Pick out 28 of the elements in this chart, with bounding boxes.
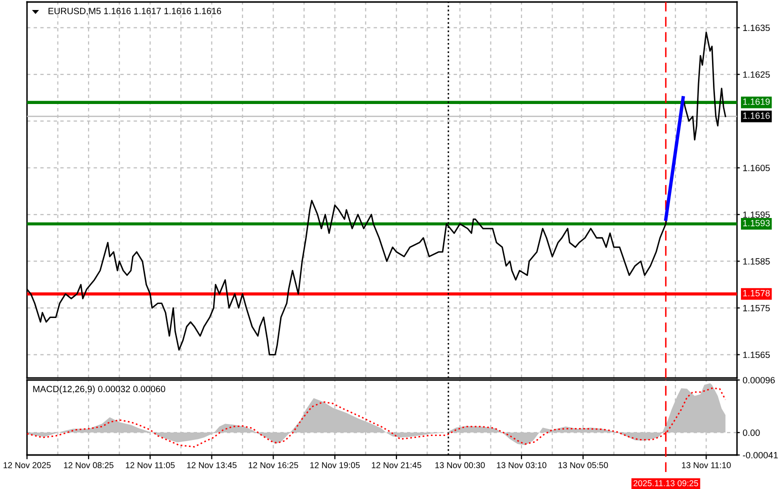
y-tick-label: 0.00 — [742, 430, 760, 436]
x-tick-label: 13 Nov 11:10 — [682, 462, 731, 468]
x-tick-label: 13 Nov 03:10 — [496, 462, 546, 468]
x-tick-label: 12 Nov 13:45 — [187, 462, 237, 468]
x-tick-label: 12 Nov 08:25 — [64, 462, 114, 468]
y-tick-label: 1.1575 — [743, 305, 770, 312]
x-tick-label: 13 Nov 05:50 — [558, 462, 608, 468]
x-tick-label: 12 Nov 2025 — [4, 462, 51, 468]
x-tick-label: 12 Nov 21:45 — [372, 462, 422, 468]
ref-line-label: 1.1616 — [743, 112, 770, 119]
text: MACD(12,26,9) 0.00032 0.00060 — [33, 386, 166, 394]
y-tick-label: 1.1635 — [743, 24, 770, 32]
text: EURUSD,M5 1.1616 1.1617 1.1616 1.1616 — [48, 8, 222, 16]
ref-line-label: 1.1593 — [743, 220, 770, 226]
x-tick-label: 12 Nov 16:25 — [248, 462, 298, 468]
ref-line-label: 1.1578 — [743, 290, 770, 296]
x-tick-label: 12 Nov 19:05 — [310, 462, 360, 468]
y-tick-label: 1.1585 — [743, 258, 770, 265]
y-tick-label: 1.1565 — [743, 352, 770, 358]
y-tick-label: 1.1605 — [743, 164, 770, 172]
x-tick-label: 13 Nov 00:30 — [435, 462, 485, 468]
ref-line-label: 1.1619 — [743, 98, 770, 105]
ref-line-label: 2025.11.13 09:25 — [634, 480, 698, 486]
y-tick-label: -0.00041 — [742, 452, 778, 458]
y-tick-label: 0.00096 — [742, 376, 775, 384]
y-tick-label: 1.1595 — [743, 211, 770, 218]
x-tick-label: 12 Nov 11:05 — [126, 462, 175, 468]
y-tick-label: 1.1625 — [743, 71, 770, 78]
